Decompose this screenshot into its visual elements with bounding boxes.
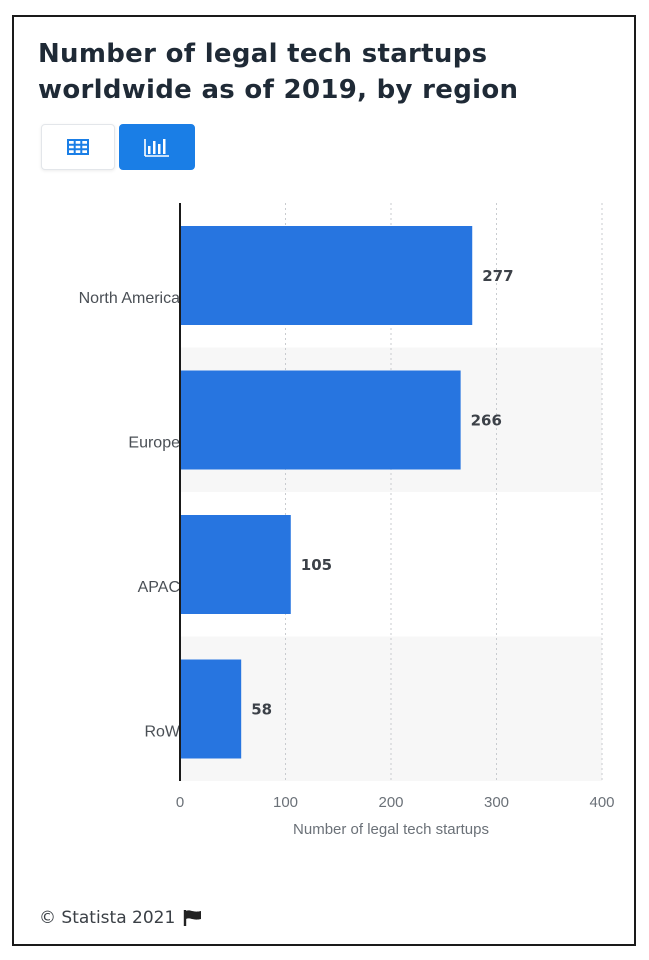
- bar[interactable]: [180, 226, 473, 325]
- category-label: APAC: [138, 579, 180, 596]
- x-tick-label: 100: [273, 794, 298, 811]
- chart-title: Number of legal tech startups worldwide …: [38, 39, 519, 105]
- category-label: North America: [79, 290, 180, 307]
- bar-chart-icon: [144, 139, 169, 157]
- table-view-button[interactable]: [41, 124, 115, 170]
- bar-chart: North America Europe APAC RoW 277 266 105 58 0…: [79, 203, 615, 838]
- category-label: Europe: [128, 435, 180, 452]
- bar[interactable]: [180, 370, 461, 470]
- value-label: 105: [301, 556, 332, 574]
- x-tick-label: 0: [176, 794, 184, 811]
- footer: © Statista 2021: [39, 908, 203, 928]
- bar[interactable]: [180, 659, 242, 759]
- x-tick-label: 300: [484, 794, 509, 811]
- x-tick-label: 200: [378, 794, 403, 811]
- x-axis-title: Number of legal tech startups: [293, 821, 489, 838]
- category-label: RoW: [144, 724, 180, 741]
- copyright-text: © Statista 2021: [39, 908, 176, 928]
- chart-view-button[interactable]: [119, 124, 195, 170]
- x-tick-label: 400: [589, 794, 614, 811]
- value-label: 58: [251, 701, 272, 719]
- value-label: 266: [471, 412, 502, 430]
- flag-icon[interactable]: [183, 909, 203, 927]
- table-grid-icon: [67, 139, 89, 155]
- value-label: 277: [482, 267, 513, 285]
- bar[interactable]: [180, 515, 291, 614]
